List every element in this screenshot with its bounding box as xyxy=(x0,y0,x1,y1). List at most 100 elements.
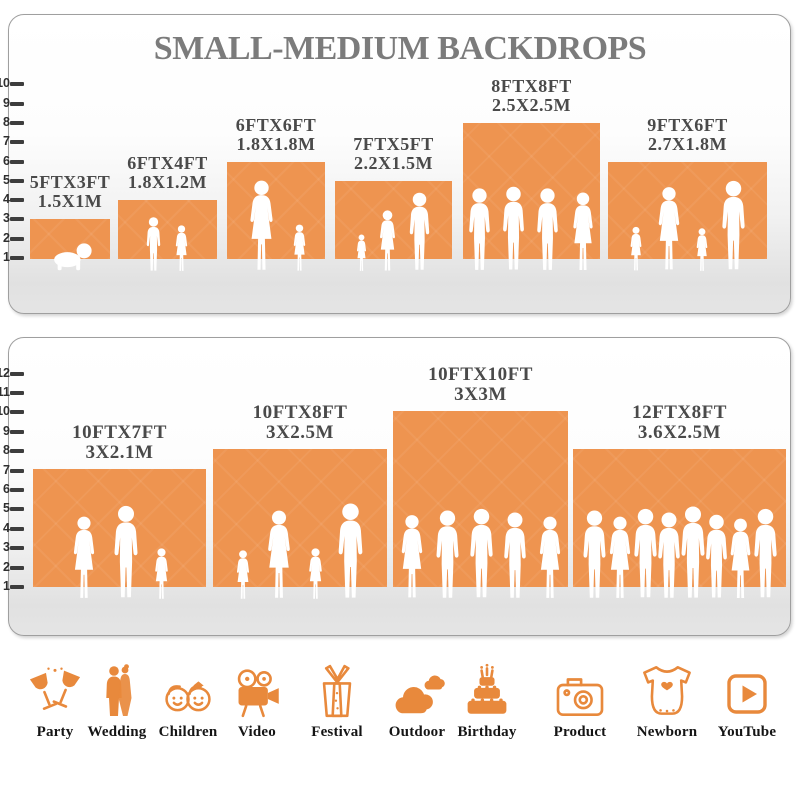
category-video: Video xyxy=(212,666,302,741)
ruler-tick xyxy=(10,429,24,434)
size-feet: 10FTX7FT xyxy=(72,422,167,443)
people-silhouettes xyxy=(335,181,452,272)
size-meters: 2.5X2.5M xyxy=(492,95,571,115)
ruler-tick xyxy=(10,82,24,87)
man-silhouette xyxy=(499,186,528,272)
backdrop-size-label: 6FTX6FT 1.8X1.8M xyxy=(182,116,370,154)
woman-silhouette xyxy=(243,180,280,272)
backdrop-size-label: 10FTX10FT 3X3M xyxy=(348,365,613,405)
backdrop-size-label: 5FTX3FT 1.5X1M xyxy=(0,173,155,211)
size-meters: 3X2.5M xyxy=(266,422,334,443)
ruler-number: 4 xyxy=(3,520,10,535)
woman-silhouette xyxy=(67,516,101,600)
birthday-icon xyxy=(442,663,532,718)
people-silhouettes xyxy=(213,449,387,600)
ruler-number: 11 xyxy=(0,385,10,399)
category-label: Wedding xyxy=(87,724,147,740)
backdrop-rect xyxy=(30,219,110,259)
ruler-number: 10 xyxy=(0,404,10,419)
children-icon xyxy=(143,666,233,718)
size-feet: 8FTX8FT xyxy=(491,76,572,96)
ruler-tick xyxy=(10,256,24,260)
people-silhouettes xyxy=(463,123,600,272)
ruler-tick xyxy=(10,178,24,183)
baby-silhouette xyxy=(47,242,93,272)
ruler-number: 7 xyxy=(3,462,10,477)
woman-silhouette xyxy=(533,516,567,600)
category-product: Product xyxy=(535,666,625,741)
video-icon xyxy=(212,666,302,718)
backdrop-size-label: 6FTX4FT 1.8X1.2M xyxy=(73,154,262,192)
man-silhouette xyxy=(465,188,494,272)
girl-silhouette xyxy=(354,234,369,272)
ruler-number: 9 xyxy=(3,423,10,438)
outdoor-icon xyxy=(372,666,462,718)
ruler-number: 6 xyxy=(3,153,10,168)
festival-icon xyxy=(292,664,382,718)
ruler-number: 7 xyxy=(3,134,10,149)
man-silhouette xyxy=(630,508,661,600)
category-label: Party xyxy=(36,724,74,740)
category-label: Festival xyxy=(311,724,363,740)
ruler-number: 8 xyxy=(3,443,10,458)
boy-silhouette xyxy=(144,217,163,272)
wedding-icon xyxy=(72,664,162,718)
page-title: SMALL-MEDIUM BACKDROPS xyxy=(153,30,647,67)
ruler-tick xyxy=(10,468,24,473)
people-silhouettes xyxy=(33,469,206,600)
backdrop-rect xyxy=(573,449,786,587)
backdrop-size-label: 10FTX8FT 3X2.5M xyxy=(168,403,432,443)
backdrop-size-label: 10FTX7FT 3X2.1M xyxy=(0,423,251,463)
ruler-tick xyxy=(10,101,24,106)
man-silhouette xyxy=(654,512,684,600)
man-silhouette xyxy=(334,503,367,600)
girl-silhouette xyxy=(233,550,253,600)
category-label: Newborn xyxy=(636,724,698,740)
party-icon xyxy=(10,666,100,718)
girl-silhouette xyxy=(693,228,711,272)
ruler-number: 6 xyxy=(3,482,10,496)
man-silhouette xyxy=(432,510,463,600)
ruler-tick xyxy=(10,391,24,395)
man-silhouette xyxy=(750,508,781,600)
category-festival: Festival xyxy=(292,664,382,741)
size-meters: 1.8X1.8M xyxy=(236,134,316,154)
backdrop-rect xyxy=(118,200,217,259)
category-wedding: Wedding xyxy=(72,664,162,741)
ruler-number: 3 xyxy=(3,211,10,226)
woman-silhouette xyxy=(567,192,599,272)
man-silhouette xyxy=(702,514,731,600)
ruler-number: 1 xyxy=(3,579,10,593)
size-meters: 1.8X1.2M xyxy=(128,172,207,192)
category-outdoor: Outdoor xyxy=(372,666,462,741)
man-silhouette xyxy=(466,508,497,600)
category-birthday: Birthday xyxy=(442,663,532,741)
ruler-tick xyxy=(10,565,24,570)
ruler-tick xyxy=(10,488,24,492)
size-feet: 10FTX10FT xyxy=(428,364,533,385)
category-youtube: YouTube xyxy=(702,666,792,741)
woman-silhouette xyxy=(375,210,400,272)
ruler-tick xyxy=(10,140,24,145)
backdrop-size-label: 8FTX8FT 2.5X2.5M xyxy=(418,77,645,115)
size-feet: 6FTX4FT xyxy=(127,153,208,173)
ruler-tick xyxy=(10,410,24,415)
product-icon xyxy=(535,666,625,718)
category-newborn: Newborn xyxy=(622,666,712,741)
woman-silhouette xyxy=(395,514,429,600)
size-feet: 10FTX8FT xyxy=(252,402,348,423)
size-feet: 9FTX6FT xyxy=(647,115,728,135)
ruler-tick xyxy=(10,526,24,531)
man-silhouette xyxy=(677,506,709,600)
ruler-tick xyxy=(10,159,24,164)
girl-silhouette xyxy=(305,548,326,600)
ruler-number: 1 xyxy=(3,250,10,264)
man-silhouette xyxy=(533,188,562,272)
youtube-icon xyxy=(702,666,792,718)
size-feet: 6FTX6FT xyxy=(235,115,317,135)
girl-silhouette xyxy=(627,226,645,272)
man-silhouette xyxy=(110,505,142,600)
people-silhouettes xyxy=(227,162,325,272)
category-label: Birthday xyxy=(457,724,517,740)
